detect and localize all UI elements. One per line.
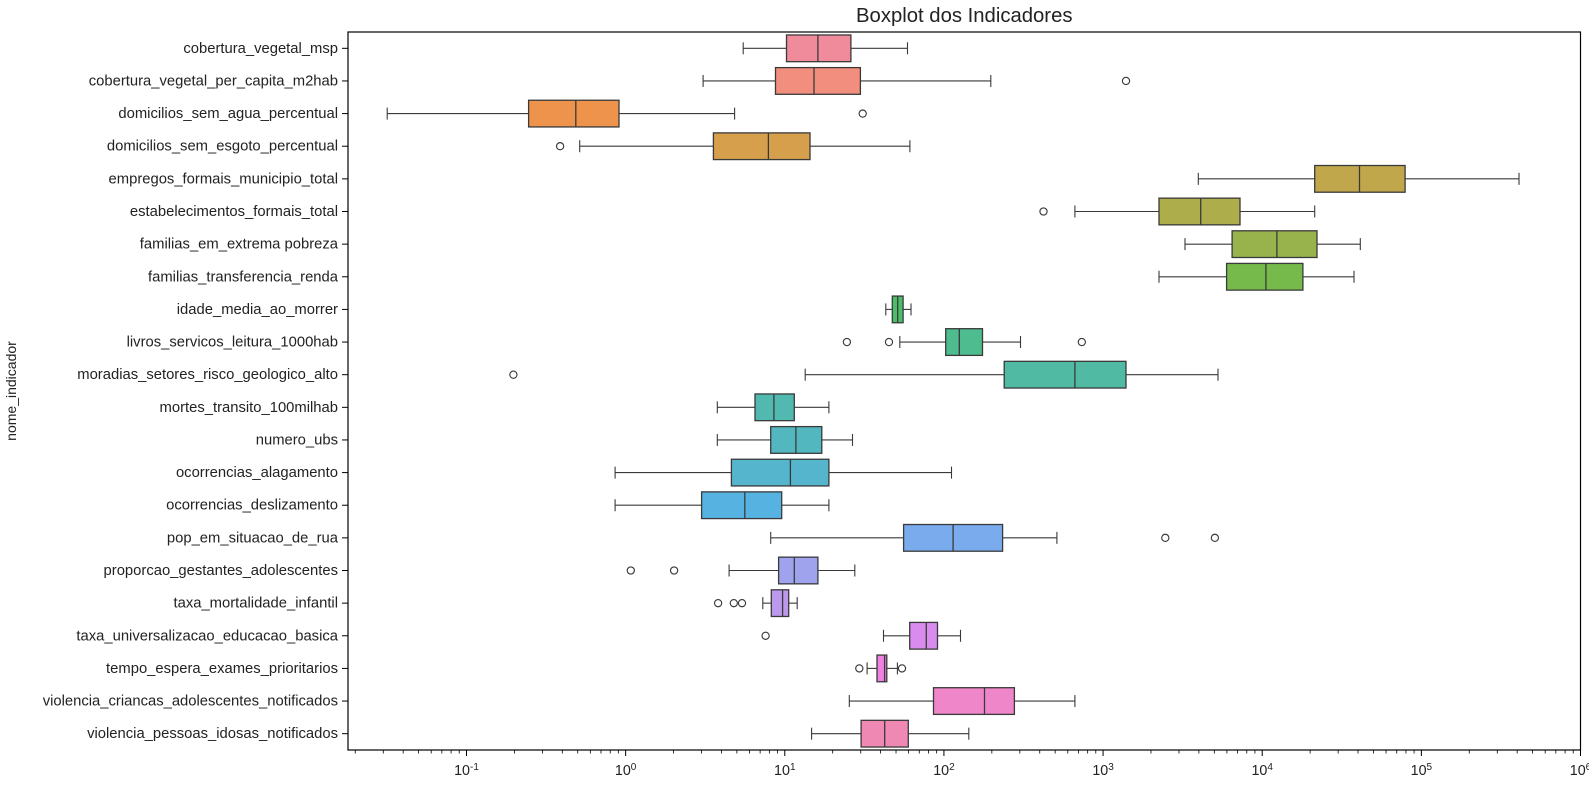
svg-text:cobertura_vegetal_per_capita_m: cobertura_vegetal_per_capita_m2hab xyxy=(89,73,338,89)
svg-text:empregos_formais_municipio_tot: empregos_formais_municipio_total xyxy=(109,171,338,187)
svg-text:mortes_transito_100milhab: mortes_transito_100milhab xyxy=(160,400,338,416)
svg-text:violencia_pessoas_idosas_notif: violencia_pessoas_idosas_notificados xyxy=(87,726,338,742)
svg-text:pop_em_situacao_de_rua: pop_em_situacao_de_rua xyxy=(167,530,339,546)
svg-text:domicilios_sem_esgoto_percentu: domicilios_sem_esgoto_percentual xyxy=(107,139,338,155)
svg-text:Boxplot dos Indicadores: Boxplot dos Indicadores xyxy=(856,5,1072,27)
svg-text:taxa_mortalidade_infantil: taxa_mortalidade_infantil xyxy=(173,596,338,612)
svg-text:numero_ubs: numero_ubs xyxy=(256,432,338,448)
svg-text:tempo_espera_exames_prioritari: tempo_espera_exames_prioritarios xyxy=(106,661,338,677)
svg-text:ocorrencias_deslizamento: ocorrencias_deslizamento xyxy=(166,498,338,514)
svg-text:livros_servicos_leitura_1000ha: livros_servicos_leitura_1000hab xyxy=(127,335,338,351)
svg-text:nome_indicador: nome_indicador xyxy=(3,341,19,441)
svg-text:domicilios_sem_agua_percentual: domicilios_sem_agua_percentual xyxy=(118,106,338,122)
svg-text:idade_media_ao_morrer: idade_media_ao_morrer xyxy=(177,302,338,318)
svg-text:violencia_criancas_adolescente: violencia_criancas_adolescentes_notifica… xyxy=(43,694,338,710)
svg-text:ocorrencias_alagamento: ocorrencias_alagamento xyxy=(176,465,338,481)
svg-text:estabelecimentos_formais_total: estabelecimentos_formais_total xyxy=(130,204,338,220)
svg-text:proporcao_gestantes_adolescent: proporcao_gestantes_adolescentes xyxy=(104,563,338,579)
svg-text:taxa_universalizacao_educacao_: taxa_universalizacao_educacao_basica xyxy=(76,628,338,644)
svg-text:moradias_setores_risco_geologi: moradias_setores_risco_geologico_alto xyxy=(77,367,338,383)
svg-text:familias_em_extrema pobreza: familias_em_extrema pobreza xyxy=(140,237,339,253)
svg-text:cobertura_vegetal_msp: cobertura_vegetal_msp xyxy=(183,41,338,57)
svg-text:familias_transferencia_renda: familias_transferencia_renda xyxy=(148,269,339,285)
